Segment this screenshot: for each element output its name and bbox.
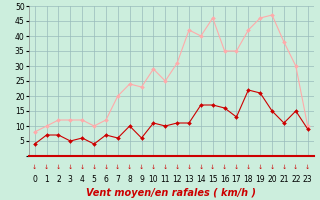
Text: 2: 2 [56, 176, 61, 184]
Text: ↓: ↓ [92, 164, 97, 170]
Text: 12: 12 [172, 176, 182, 184]
Text: 20: 20 [267, 176, 277, 184]
Text: 10: 10 [148, 176, 158, 184]
Text: 21: 21 [279, 176, 289, 184]
Text: ↓: ↓ [210, 164, 215, 170]
Text: ↓: ↓ [269, 164, 275, 170]
Text: 5: 5 [92, 176, 97, 184]
Text: ↓: ↓ [68, 164, 73, 170]
Text: ↓: ↓ [293, 164, 299, 170]
Text: ↓: ↓ [115, 164, 120, 170]
Text: ↓: ↓ [246, 164, 251, 170]
Text: ↓: ↓ [234, 164, 239, 170]
Text: 11: 11 [161, 176, 170, 184]
Text: ↓: ↓ [139, 164, 144, 170]
Text: ↓: ↓ [80, 164, 85, 170]
Text: 16: 16 [220, 176, 229, 184]
Text: 8: 8 [127, 176, 132, 184]
Text: ↓: ↓ [186, 164, 192, 170]
Text: ↓: ↓ [258, 164, 263, 170]
Text: ↓: ↓ [56, 164, 61, 170]
Text: 13: 13 [184, 176, 194, 184]
Text: 19: 19 [255, 176, 265, 184]
Text: ↓: ↓ [198, 164, 204, 170]
Text: 0: 0 [32, 176, 37, 184]
Text: ↓: ↓ [305, 164, 310, 170]
Text: ↓: ↓ [222, 164, 227, 170]
Text: 4: 4 [80, 176, 84, 184]
Text: ↓: ↓ [281, 164, 286, 170]
Text: ↓: ↓ [127, 164, 132, 170]
Text: 14: 14 [196, 176, 206, 184]
Text: ↓: ↓ [103, 164, 108, 170]
Text: ↓: ↓ [151, 164, 156, 170]
Text: ↓: ↓ [163, 164, 168, 170]
Text: 15: 15 [208, 176, 218, 184]
Text: ↓: ↓ [44, 164, 49, 170]
Text: 9: 9 [139, 176, 144, 184]
Text: 17: 17 [232, 176, 241, 184]
Text: 1: 1 [44, 176, 49, 184]
Text: 18: 18 [244, 176, 253, 184]
Text: Vent moyen/en rafales ( km/h ): Vent moyen/en rafales ( km/h ) [86, 188, 256, 198]
Text: ↓: ↓ [32, 164, 37, 170]
Text: 6: 6 [103, 176, 108, 184]
Text: 22: 22 [291, 176, 300, 184]
Text: 7: 7 [116, 176, 120, 184]
Text: 3: 3 [68, 176, 73, 184]
Text: 23: 23 [303, 176, 312, 184]
Text: ↓: ↓ [174, 164, 180, 170]
